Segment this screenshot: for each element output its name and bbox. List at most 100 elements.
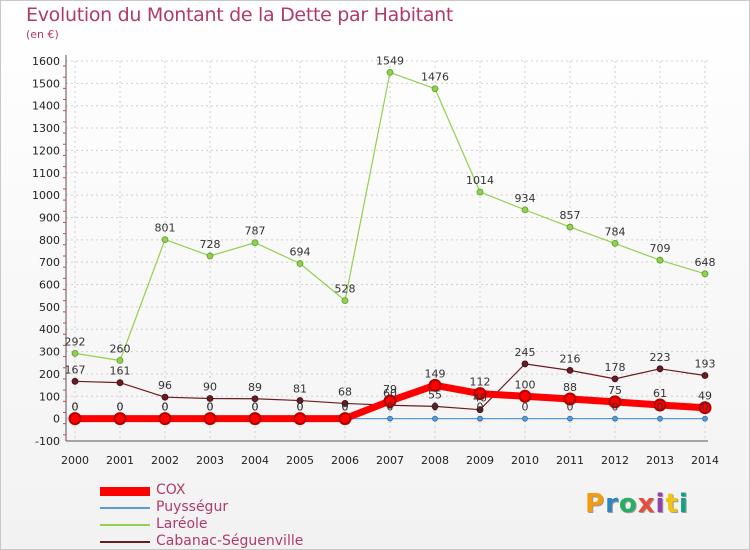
data-point: [431, 402, 439, 410]
data-label: 0: [522, 401, 529, 414]
data-label: 88: [563, 381, 577, 394]
data-label: 0: [477, 401, 484, 414]
y-tick-label: 500: [39, 301, 60, 314]
data-label: 167: [65, 363, 86, 376]
data-point: [203, 412, 217, 426]
data-label: 648: [695, 256, 716, 269]
logo-letter: o: [618, 489, 638, 519]
data-label: 223: [650, 351, 671, 364]
data-point: [656, 256, 664, 264]
data-label: 96: [158, 379, 172, 392]
y-tick-label: 1200: [32, 144, 60, 157]
data-label: 100: [515, 378, 536, 391]
legend-label: Laréole: [156, 516, 208, 532]
x-tick-label: 2008: [421, 454, 449, 467]
data-label: 0: [702, 401, 709, 414]
data-point: [71, 349, 79, 357]
y-tick-label: 1100: [32, 167, 60, 180]
y-tick-label: 700: [39, 256, 60, 269]
legend-swatch: [100, 541, 150, 543]
data-label: 0: [207, 401, 214, 414]
data-labels-layer: 292 260 801 728 787 694 528 1549 1476 1014 934 857 7…: [65, 54, 716, 413]
data-label: 178: [605, 361, 626, 374]
data-point: [657, 415, 663, 422]
data-label: 193: [695, 358, 716, 371]
legend-swatch: [100, 486, 150, 496]
data-point: [477, 415, 483, 422]
grid-lines: [66, 60, 708, 442]
data-point: [293, 412, 307, 426]
data-point: [71, 377, 79, 385]
y-tick-label: 1400: [32, 100, 60, 113]
data-label: 81: [293, 383, 307, 396]
data-label: 149: [425, 367, 446, 380]
data-point: [563, 392, 577, 406]
x-tick-label: 2006: [331, 454, 359, 467]
x-tick-label: 2014: [691, 454, 719, 467]
legend-swatch: [100, 524, 150, 526]
data-label: 0: [342, 401, 349, 414]
data-point: [386, 69, 394, 76]
y-tick-label: 100: [39, 390, 60, 403]
data-label: 0: [567, 401, 574, 414]
data-label: 0: [612, 401, 619, 414]
data-label: 1549: [376, 54, 404, 67]
logo-letter: t: [665, 489, 679, 519]
data-label: 0: [72, 401, 79, 414]
data-point: [566, 223, 574, 231]
x-tick-label: 2004: [241, 454, 269, 467]
data-point: [116, 357, 124, 364]
data-label: 0: [387, 401, 394, 414]
data-label: 0: [117, 401, 124, 414]
legend-label: Cabanac-Séguenville: [156, 533, 304, 549]
data-label: 709: [650, 242, 671, 255]
data-point: [521, 360, 529, 368]
x-tick-label: 2012: [601, 454, 629, 467]
y-tick-label: 300: [39, 346, 60, 359]
y-tick-label: 1300: [32, 122, 60, 135]
data-point: [521, 206, 529, 214]
data-label: 292: [65, 335, 86, 348]
data-point: [518, 389, 532, 403]
data-point: [428, 378, 442, 392]
data-point: [383, 394, 397, 408]
x-tick-label: 2011: [556, 454, 584, 467]
data-point: [68, 412, 82, 426]
data-point: [473, 387, 487, 401]
logo-letter: i: [678, 489, 689, 519]
data-label: 61: [653, 387, 667, 400]
legend-label: COX: [156, 482, 186, 498]
data-point: [567, 415, 573, 422]
legend-swatch: [100, 507, 150, 509]
data-point: [431, 85, 439, 93]
logo-letter: P: [585, 489, 606, 519]
data-point: [432, 415, 438, 422]
x-tick-label: 2005: [286, 454, 314, 467]
legend: COX Puysségur Laréole Cabanac-Séguenville: [100, 482, 360, 550]
series-layer: [68, 69, 712, 426]
y-axis-ticks: -100 0 100 200 300 400 500 600 700 800 900 1000 1100…: [32, 55, 60, 448]
data-label: 0: [252, 401, 259, 414]
data-point: [611, 239, 619, 247]
data-label: 0: [117, 401, 124, 414]
data-label: 0: [72, 401, 79, 414]
x-tick-label: 2003: [196, 454, 224, 467]
data-label: 68: [338, 385, 352, 398]
data-point: [251, 395, 259, 403]
data-label: 1476: [421, 71, 449, 84]
x-tick-label: 2000: [61, 454, 89, 467]
data-point: [251, 239, 259, 247]
y-tick-label: 600: [39, 279, 60, 292]
data-label: 79: [383, 383, 397, 396]
data-label: 694: [290, 246, 311, 259]
data-point: [341, 400, 349, 407]
data-label: 40: [473, 392, 487, 405]
y-tick-label: -100: [35, 435, 60, 448]
data-point: [566, 366, 574, 374]
data-point: [158, 412, 172, 426]
data-point: [522, 415, 528, 422]
data-label: 728: [200, 238, 221, 251]
data-label: 49: [698, 390, 712, 403]
y-tick-label: 1600: [32, 55, 60, 68]
data-label: 784: [605, 225, 626, 238]
